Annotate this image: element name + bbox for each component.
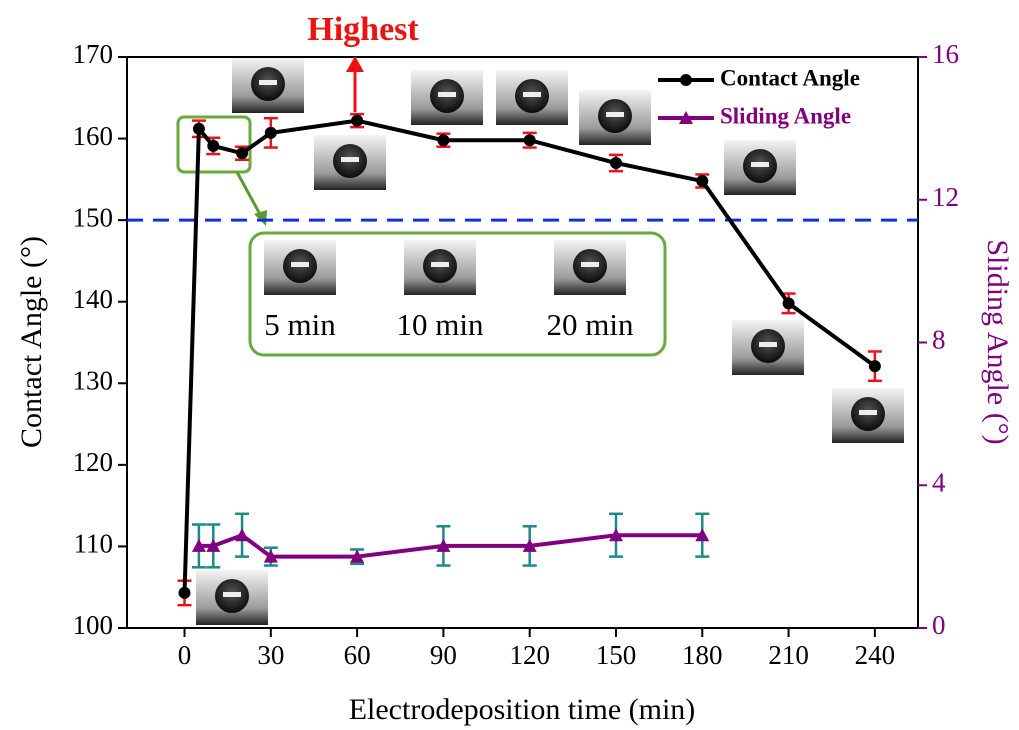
y2-tick-label: 4 <box>932 467 946 497</box>
y-tick-label: 120 <box>73 447 114 477</box>
marker <box>193 123 205 135</box>
y2-axis-label: Sliding Angle (°) <box>981 239 1014 444</box>
droplet-highlight <box>259 80 277 85</box>
marker <box>235 528 249 541</box>
marker <box>236 147 248 159</box>
droplet-highlight <box>581 262 599 267</box>
annotation: Highest <box>307 11 419 48</box>
y-tick-label: 160 <box>73 121 114 151</box>
x-tick-label: 210 <box>768 640 809 670</box>
y-tick-label: 110 <box>74 529 114 559</box>
x-tick-label: 150 <box>596 640 637 670</box>
inset-arrow <box>237 172 262 218</box>
droplet-highlight <box>438 92 456 97</box>
inset-label: 5 min <box>264 307 336 342</box>
y-tick-label: 130 <box>73 365 114 395</box>
y2-tick-label: 8 <box>932 325 946 355</box>
marker <box>783 297 795 309</box>
highest-arrowhead <box>346 56 364 72</box>
y2-tick-label: 16 <box>932 39 959 69</box>
droplet-highlight <box>606 112 624 117</box>
marker <box>179 587 191 599</box>
y-axis-label: Contact Angle (°) <box>15 236 48 448</box>
marker <box>437 134 449 146</box>
droplet-highlight <box>291 262 309 267</box>
x-tick-label: 240 <box>855 640 896 670</box>
y-tick-label: 100 <box>73 610 114 640</box>
marker <box>351 115 363 127</box>
legend-label: Contact Angle <box>720 65 860 90</box>
y-tick-label: 170 <box>73 39 114 69</box>
inset-arrowhead <box>254 210 267 226</box>
inset-label: 10 min <box>397 307 484 342</box>
marker <box>207 140 219 152</box>
droplet-highlight <box>223 592 241 597</box>
y2-tick-label: 12 <box>932 182 959 212</box>
marker <box>869 360 881 372</box>
legend-label: Sliding Angle <box>720 103 851 128</box>
x-tick-label: 90 <box>430 640 457 670</box>
x-axis-label: Electrodeposition time (min) <box>349 693 696 726</box>
droplet-highlight <box>751 162 769 167</box>
marker <box>610 157 622 169</box>
series-line <box>199 535 702 556</box>
droplet-highlight <box>341 157 359 162</box>
chart: Highest 5 min 10 min 20 min Electrodepos… <box>0 0 1019 730</box>
droplet-highlight <box>431 262 449 267</box>
marker <box>265 127 277 139</box>
marker <box>680 74 692 86</box>
x-tick-label: 0 <box>178 640 192 670</box>
x-tick-label: 120 <box>509 640 550 670</box>
marker <box>696 175 708 187</box>
marker <box>524 134 536 146</box>
droplet-highlight <box>523 92 541 97</box>
droplet-highlight <box>859 410 877 415</box>
y2-tick-label: 0 <box>932 610 946 640</box>
inset-label: 20 min <box>547 307 634 342</box>
x-tick-label: 30 <box>257 640 284 670</box>
y-tick-label: 150 <box>73 202 114 232</box>
x-tick-label: 60 <box>344 640 371 670</box>
y-tick-label: 140 <box>73 284 114 314</box>
droplet-highlight <box>759 342 777 347</box>
x-tick-label: 180 <box>682 640 723 670</box>
